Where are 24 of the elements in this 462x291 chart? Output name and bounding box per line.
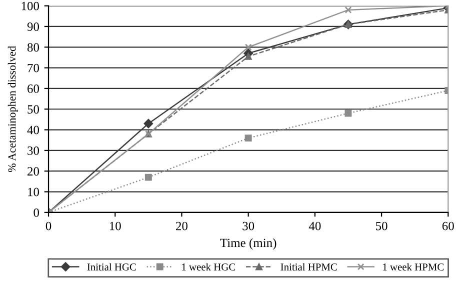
x-tick-label: 40 bbox=[308, 222, 321, 230]
legend-label: 1 week HGC bbox=[182, 263, 236, 271]
y-tick-label: 20 bbox=[28, 167, 40, 176]
x-axis-title: Time (min) bbox=[220, 238, 276, 250]
legend-label: 1 week HPMC bbox=[383, 263, 444, 271]
y-axis-title: % Acetaminophen dissolved bbox=[8, 46, 18, 172]
y-tick-label: 40 bbox=[27, 126, 40, 134]
x-tick-label: 20 bbox=[176, 222, 188, 230]
y-tick-label: 80 bbox=[27, 43, 40, 52]
y-tick-label: 90 bbox=[27, 22, 40, 31]
x-tick-label: 10 bbox=[110, 222, 121, 230]
y-tick-label: 70 bbox=[28, 64, 40, 72]
x-tick-label: 30 bbox=[242, 222, 254, 230]
x-tick-label: 60 bbox=[442, 222, 454, 230]
x-tick-label: 0 bbox=[46, 222, 52, 230]
legend-label: Initial HGC bbox=[87, 263, 136, 271]
y-tick-label: 50 bbox=[28, 105, 40, 114]
y-tick-label: 10 bbox=[28, 188, 40, 196]
legend-label: Initial HPMC bbox=[280, 263, 337, 271]
x-tick-label: 50 bbox=[376, 222, 388, 230]
y-tick-label: 60 bbox=[28, 84, 40, 93]
y-tick-label: 0 bbox=[34, 208, 40, 217]
y-tick-label: 100 bbox=[22, 2, 40, 10]
y-tick-label: 30 bbox=[28, 146, 40, 155]
